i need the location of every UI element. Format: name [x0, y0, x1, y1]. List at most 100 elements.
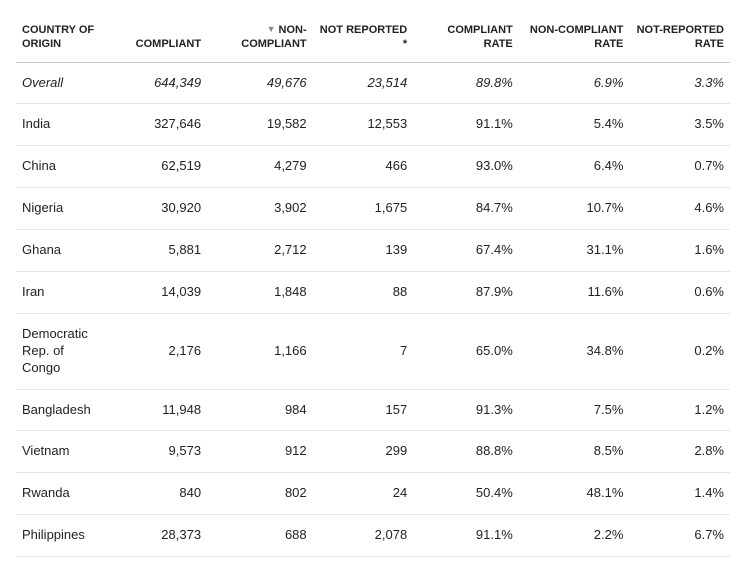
cell-non_compliant_rate: 48.1% [519, 473, 630, 515]
cell-not_reported_rate: 3.3% [629, 62, 730, 104]
cell-non_compliant: 3,902 [207, 188, 313, 230]
table-row: Overall644,34949,67623,51489.8%6.9%3.3% [16, 62, 730, 104]
cell-not_reported: 157 [313, 389, 414, 431]
cell-compliant: 62,519 [107, 146, 208, 188]
table-row: Rwanda8408022450.4%48.1%1.4% [16, 473, 730, 515]
cell-non_compliant_rate: 7.5% [519, 389, 630, 431]
col-header-not_reported_rate[interactable]: NOT-REPORTED RATE [629, 16, 730, 62]
cell-non_compliant_rate: 6.9% [519, 62, 630, 104]
col-header-not_reported[interactable]: NOT REPORTED * [313, 16, 414, 62]
cell-compliant_rate: 87.9% [413, 271, 519, 313]
cell-compliant: 28,373 [107, 515, 208, 557]
cell-not_reported: 88 [313, 271, 414, 313]
cell-compliant_rate: 93.0% [413, 146, 519, 188]
col-header-label: COUNTRY OF ORIGIN [22, 24, 94, 50]
cell-country: Rwanda [16, 473, 107, 515]
cell-compliant_rate: 67.4% [413, 230, 519, 272]
cell-non_compliant: 1,166 [207, 313, 313, 389]
cell-not_reported: 299 [313, 431, 414, 473]
cell-not_reported: 7 [313, 313, 414, 389]
cell-country: China [16, 146, 107, 188]
cell-compliant_rate: 91.3% [413, 389, 519, 431]
cell-compliant: 14,039 [107, 271, 208, 313]
cell-not_reported_rate: 1.2% [629, 389, 730, 431]
cell-not_reported_rate: 2.8% [629, 431, 730, 473]
cell-not_reported_rate: 6.7% [629, 515, 730, 557]
col-header-compliant[interactable]: COMPLIANT [107, 16, 208, 62]
cell-compliant_rate: 91.1% [413, 104, 519, 146]
cell-not_reported: 12,553 [313, 104, 414, 146]
cell-compliant_rate: 84.7% [413, 188, 519, 230]
cell-compliant: 11,948 [107, 389, 208, 431]
cell-non_compliant: 912 [207, 431, 313, 473]
col-header-compliant_rate[interactable]: COMPLIANT RATE [413, 16, 519, 62]
cell-not_reported_rate: 0.7% [629, 146, 730, 188]
cell-not_reported: 23,514 [313, 62, 414, 104]
cell-non_compliant_rate: 5.4% [519, 104, 630, 146]
col-header-label: NOT-REPORTED RATE [637, 24, 724, 50]
cell-not_reported: 466 [313, 146, 414, 188]
cell-compliant: 9,573 [107, 431, 208, 473]
table-row: Democratic Rep. of Congo2,1761,166765.0%… [16, 313, 730, 389]
cell-non_compliant_rate: 6.4% [519, 146, 630, 188]
cell-non_compliant_rate: 11.6% [519, 271, 630, 313]
cell-compliant: 840 [107, 473, 208, 515]
sort-indicator-icon: ▼ [267, 24, 276, 35]
col-header-label: NOT REPORTED * [320, 24, 407, 50]
cell-not_reported_rate: 0.6% [629, 271, 730, 313]
table-row: Philippines28,3736882,07891.1%2.2%6.7% [16, 515, 730, 557]
table-row: India327,64619,58212,55391.1%5.4%3.5% [16, 104, 730, 146]
cell-not_reported: 139 [313, 230, 414, 272]
cell-compliant_rate: 91.1% [413, 515, 519, 557]
table-header: COUNTRY OF ORIGINCOMPLIANT▼NON-COMPLIANT… [16, 16, 730, 62]
cell-compliant_rate: 50.4% [413, 473, 519, 515]
cell-non_compliant: 2,712 [207, 230, 313, 272]
cell-non_compliant: 984 [207, 389, 313, 431]
table-row: China62,5194,27946693.0%6.4%0.7% [16, 146, 730, 188]
col-header-label: COMPLIANT RATE [447, 24, 512, 50]
cell-compliant: 5,881 [107, 230, 208, 272]
table-body: Overall644,34949,67623,51489.8%6.9%3.3%I… [16, 62, 730, 557]
cell-non_compliant: 4,279 [207, 146, 313, 188]
cell-country: Vietnam [16, 431, 107, 473]
cell-non_compliant: 49,676 [207, 62, 313, 104]
table-row: Ghana5,8812,71213967.4%31.1%1.6% [16, 230, 730, 272]
cell-compliant: 644,349 [107, 62, 208, 104]
cell-not_reported_rate: 3.5% [629, 104, 730, 146]
cell-not_reported_rate: 1.6% [629, 230, 730, 272]
cell-non_compliant_rate: 8.5% [519, 431, 630, 473]
cell-not_reported: 24 [313, 473, 414, 515]
cell-country: Democratic Rep. of Congo [16, 313, 107, 389]
cell-country: Nigeria [16, 188, 107, 230]
cell-country: Bangladesh [16, 389, 107, 431]
cell-compliant_rate: 65.0% [413, 313, 519, 389]
cell-compliant_rate: 89.8% [413, 62, 519, 104]
cell-not_reported_rate: 4.6% [629, 188, 730, 230]
cell-not_reported_rate: 0.2% [629, 313, 730, 389]
cell-non_compliant: 19,582 [207, 104, 313, 146]
cell-compliant: 30,920 [107, 188, 208, 230]
table-row: Nigeria30,9203,9021,67584.7%10.7%4.6% [16, 188, 730, 230]
cell-compliant: 327,646 [107, 104, 208, 146]
col-header-label: COMPLIANT [136, 38, 201, 50]
cell-non_compliant_rate: 10.7% [519, 188, 630, 230]
table-row: Vietnam9,57391229988.8%8.5%2.8% [16, 431, 730, 473]
cell-not_reported: 2,078 [313, 515, 414, 557]
cell-non_compliant: 688 [207, 515, 313, 557]
cell-non_compliant_rate: 31.1% [519, 230, 630, 272]
compliance-table: COUNTRY OF ORIGINCOMPLIANT▼NON-COMPLIANT… [16, 16, 730, 557]
cell-not_reported_rate: 1.4% [629, 473, 730, 515]
cell-country: Ghana [16, 230, 107, 272]
cell-country: India [16, 104, 107, 146]
col-header-non_compliant[interactable]: ▼NON-COMPLIANT [207, 16, 313, 62]
cell-country: Philippines [16, 515, 107, 557]
cell-compliant_rate: 88.8% [413, 431, 519, 473]
cell-non_compliant_rate: 2.2% [519, 515, 630, 557]
cell-non_compliant_rate: 34.8% [519, 313, 630, 389]
table-row: Bangladesh11,94898415791.3%7.5%1.2% [16, 389, 730, 431]
col-header-label: NON-COMPLIANT RATE [530, 24, 624, 50]
table-row: Iran14,0391,8488887.9%11.6%0.6% [16, 271, 730, 313]
col-header-country[interactable]: COUNTRY OF ORIGIN [16, 16, 107, 62]
cell-non_compliant: 1,848 [207, 271, 313, 313]
col-header-non_compliant_rate[interactable]: NON-COMPLIANT RATE [519, 16, 630, 62]
